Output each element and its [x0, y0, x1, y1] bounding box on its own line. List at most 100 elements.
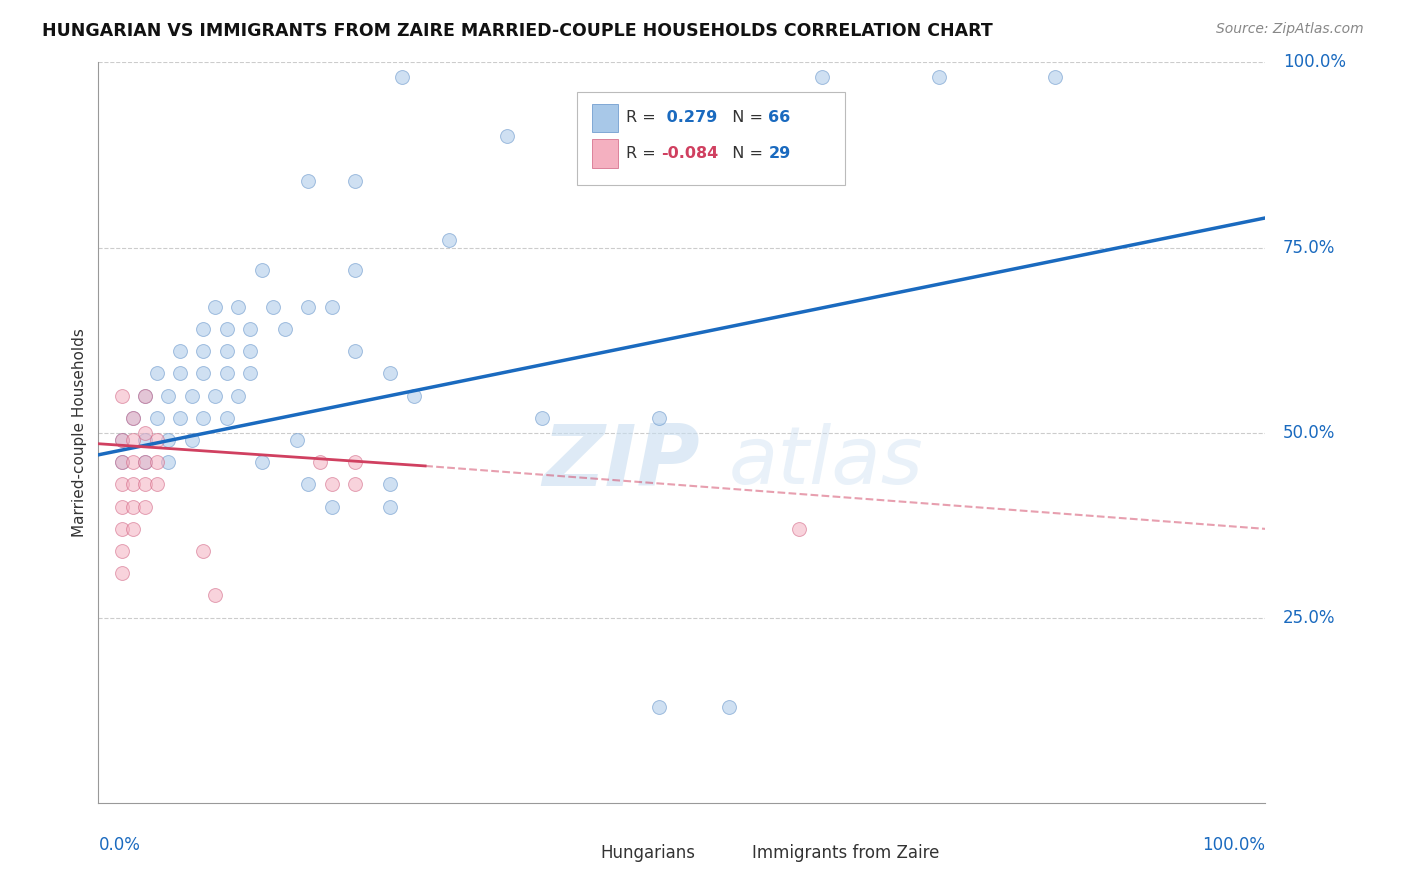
Point: [344, 455, 367, 469]
Point: [647, 410, 669, 425]
FancyBboxPatch shape: [576, 92, 845, 185]
Point: [1045, 70, 1067, 85]
Point: [215, 410, 238, 425]
Point: [215, 322, 238, 336]
Point: [297, 174, 319, 188]
Point: [239, 367, 262, 381]
Point: [111, 544, 134, 558]
Point: [262, 300, 284, 314]
Text: HUNGARIAN VS IMMIGRANTS FROM ZAIRE MARRIED-COUPLE HOUSEHOLDS CORRELATION CHART: HUNGARIAN VS IMMIGRANTS FROM ZAIRE MARRI…: [42, 22, 993, 40]
Text: 50.0%: 50.0%: [1282, 424, 1336, 442]
Point: [321, 300, 343, 314]
Point: [344, 477, 367, 491]
Point: [134, 388, 156, 402]
Point: [193, 410, 215, 425]
Text: 100.0%: 100.0%: [1202, 836, 1265, 855]
Point: [928, 70, 950, 85]
Point: [111, 433, 134, 447]
Point: [122, 410, 145, 425]
Point: [811, 70, 834, 85]
Text: 66: 66: [768, 111, 790, 126]
Point: [193, 544, 215, 558]
Point: [180, 388, 202, 402]
Point: [215, 344, 238, 359]
Text: N =: N =: [721, 111, 768, 126]
Point: [239, 322, 262, 336]
Text: 75.0%: 75.0%: [1282, 238, 1336, 257]
Point: [344, 174, 367, 188]
Text: 100.0%: 100.0%: [1282, 54, 1346, 71]
Point: [157, 433, 180, 447]
Point: [344, 344, 367, 359]
Point: [228, 300, 250, 314]
Point: [146, 455, 169, 469]
Bar: [565, 842, 591, 864]
Point: [122, 433, 145, 447]
Point: [285, 433, 308, 447]
Point: [193, 322, 215, 336]
Text: 0.0%: 0.0%: [98, 836, 141, 855]
Point: [204, 388, 226, 402]
Text: Hungarians: Hungarians: [600, 844, 695, 863]
Point: [274, 322, 297, 336]
Point: [122, 455, 145, 469]
Point: [157, 455, 180, 469]
Point: [111, 522, 134, 536]
Point: [321, 500, 343, 514]
Point: [228, 388, 250, 402]
Point: [204, 589, 226, 603]
Text: ZIP: ZIP: [541, 421, 700, 504]
Point: [111, 455, 134, 469]
Point: [297, 300, 319, 314]
Text: 29: 29: [768, 146, 790, 161]
Point: [193, 367, 215, 381]
Point: [146, 367, 169, 381]
Point: [169, 344, 191, 359]
Text: R =: R =: [626, 146, 661, 161]
Text: R =: R =: [626, 111, 661, 126]
Text: -0.084: -0.084: [661, 146, 718, 161]
Point: [146, 433, 169, 447]
Point: [134, 455, 156, 469]
Point: [134, 388, 156, 402]
Point: [402, 388, 425, 402]
Point: [111, 388, 134, 402]
Point: [111, 455, 134, 469]
Point: [380, 367, 402, 381]
Point: [111, 433, 134, 447]
Point: [122, 522, 145, 536]
Point: [250, 455, 273, 469]
Point: [193, 344, 215, 359]
Point: [134, 455, 156, 469]
Point: [122, 477, 145, 491]
Point: [239, 344, 262, 359]
Point: [344, 262, 367, 277]
Point: [437, 233, 460, 247]
Point: [111, 500, 134, 514]
Point: [496, 129, 519, 144]
Bar: [592, 103, 617, 132]
Point: [134, 425, 156, 440]
Point: [146, 410, 169, 425]
Point: [215, 367, 238, 381]
Point: [321, 477, 343, 491]
Y-axis label: Married-couple Households: Married-couple Households: [72, 328, 87, 537]
Point: [647, 699, 669, 714]
Bar: [717, 842, 742, 864]
Point: [134, 433, 156, 447]
Point: [297, 477, 319, 491]
Point: [157, 388, 180, 402]
Point: [111, 477, 134, 491]
Point: [122, 500, 145, 514]
Point: [717, 699, 740, 714]
Point: [180, 433, 202, 447]
Point: [134, 500, 156, 514]
Text: 0.279: 0.279: [661, 111, 717, 126]
Text: Source: ZipAtlas.com: Source: ZipAtlas.com: [1216, 22, 1364, 37]
Point: [391, 70, 413, 85]
Text: atlas: atlas: [728, 423, 924, 501]
Point: [169, 367, 191, 381]
Point: [169, 410, 191, 425]
Point: [250, 262, 273, 277]
Point: [134, 477, 156, 491]
